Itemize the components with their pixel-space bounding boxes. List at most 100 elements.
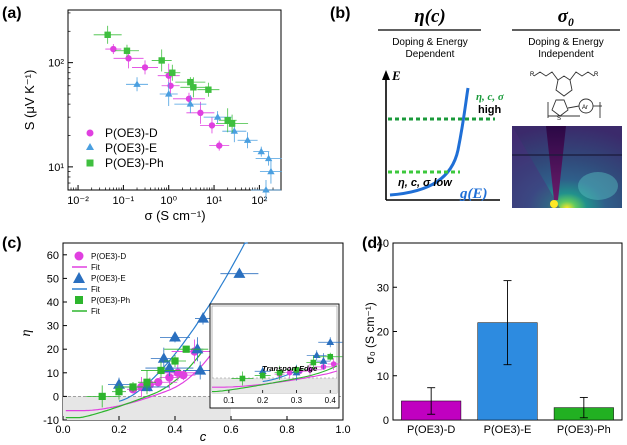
panel-b-right-sub1: Doping & Energy [528,37,604,48]
c-point-P(OE3)-E [197,312,209,323]
legend-c-marker-e [73,272,85,283]
dos-curve-label: g(E) [459,186,488,202]
c-point-P(OE3)-Ph [129,383,137,391]
c-ytick-label: 0 [53,391,59,403]
molecule-r2: R [594,72,599,78]
c-point-P(OE3)-E [194,364,207,375]
d-category-label: P(OE3)-D [407,424,455,436]
inset-fit-line-ph [212,365,338,393]
c-point-P(OE3)-Ph [157,366,165,375]
a-xtick-label: 10¹ [206,195,222,207]
a-xtick-label: 10⁻¹ [113,195,135,207]
high-label-2: high [478,104,501,116]
inset-point-P(OE3)-Ph [293,367,300,373]
c-point-P(OE3)-D [179,370,188,380]
molecule-ar: Ar [582,105,588,111]
inset-point-P(OE3)-E [326,338,335,345]
legend-marker-e [86,143,94,150]
c-point-P(OE3)-E [169,331,181,342]
panel-b-right-title: σ₀ [558,6,575,27]
low-label: η, c, σ low [398,177,453,189]
a-point-P(OE3)-Ph [158,57,165,64]
c-xtick-label: 0.4 [167,424,182,436]
a-point-P(OE3)-E [262,186,270,193]
high-label-1: η, c, σ [476,91,505,103]
panel-b-left-title: η(c) [414,6,446,27]
inset-xtick-label: 0.3 [291,396,303,405]
inset-point-P(OE3)-Ph [310,359,317,366]
inset-xtick-label: 0.4 [325,396,337,405]
c-point-P(OE3)-E [157,352,170,363]
a-point-P(OE3)-E [267,167,275,175]
inset-xtick-label: 0.2 [257,396,269,405]
c-point-P(OE3)-E [191,342,204,354]
inset-point-P(OE3)-D [307,367,313,373]
c-point-P(OE3)-E [113,378,125,389]
a-point-P(OE3)-Ph [187,78,194,86]
inset-point-P(OE3)-Ph [259,372,266,379]
molecule-structure [533,71,602,118]
a-point-P(OE3)-Ph [205,86,212,93]
c-fit-line-d [65,346,218,412]
energy-axis-arrow [382,70,390,80]
d-category-label: P(OE3)-E [484,424,532,436]
c-point-P(OE3)-Ph [143,378,151,386]
panel-a-xlabel: σ (S cm⁻¹) [144,208,205,223]
panel-c-ylabel: η [19,329,34,336]
c-point-P(OE3)-D [154,378,163,387]
panel-c-xlabel: c [200,429,207,444]
molecule-r1: R [530,72,535,78]
legend-c-marker-ph [75,296,83,304]
legend-c-label-fit-d: Fit [91,263,101,272]
panel-d-ticks: 0 10 20 30 40 [377,238,397,427]
c-ytick-label: -10 [43,415,59,427]
panel-a-legend: P(OE3)-D P(OE3)-E P(OE3)-Ph [86,126,164,170]
a-point-P(OE3)-D [141,64,149,71]
legend-marker-d [86,129,94,137]
legend-label-d: P(OE3)-D [105,126,158,140]
inset-annotation: Transport Edge [262,364,317,373]
inset-point-P(OE3)-D [286,369,293,376]
inset-xtick-label: 0.1 [223,396,235,405]
a-point-P(OE3)-D [185,95,193,102]
legend-c-label-ph: P(OE3)-Ph [91,296,130,305]
inset-points [231,337,343,386]
panel-c: (c) 0.0 0.2 0.4 0.6 0.8 1.0 -10 0 10 20 30 40 50 60 P… [2,235,351,444]
panel-c-shaded-region [63,396,231,420]
legend-c-marker-d [74,251,84,261]
a-point-P(OE3)-Ph [169,69,176,76]
c-ytick-label: 30 [47,321,59,333]
a-ytick-label: 10² [48,58,64,70]
energy-axis-label: E [391,68,401,83]
inset-point-P(OE3)-E [312,351,321,359]
d-ytick-label: 40 [377,238,389,250]
giwaxs-image [512,126,622,208]
d-ytick-label: 10 [377,371,389,383]
a-point-P(OE3)-Ph [123,47,131,54]
c-xtick-label: 0.0 [55,424,70,436]
panel-c-points [86,267,259,408]
inset-point-P(OE3)-Ph [239,375,246,382]
a-point-P(OE3)-E [257,147,265,155]
c-ytick-label: 40 [47,297,59,309]
panel-a-ticks: 10⁻² 10⁻¹ 10⁰ 10¹ 10² 10¹ 10² [48,12,282,207]
panel-b-left-sub2: Dependent [406,49,455,60]
d-ytick-label: 0 [383,415,389,427]
legend-c-label-e: P(OE3)-E [91,274,126,283]
dos-curve [389,87,470,197]
giwaxs-wedge-left [512,126,560,208]
c-point-P(OE3)-E [233,267,246,278]
a-xtick-label: 10² [251,195,267,207]
c-ytick-label: 20 [47,344,59,356]
panel-d-bars: P(OE3)-D P(OE3)-E P(OE3)-Ph [401,280,614,436]
a-point-P(OE3)-D [197,109,204,117]
c-point-P(OE3)-Ph [115,388,123,396]
legend-c-label-fit-e: Fit [91,285,101,294]
molecule-sulfur: S [557,116,561,122]
panel-d-ylabel: σ₀ (S cm⁻¹) [363,302,377,363]
a-point-P(OE3)-D [216,142,223,149]
c-point-P(OE3)-Ph [171,357,179,365]
c-ytick-label: 10 [47,368,59,380]
